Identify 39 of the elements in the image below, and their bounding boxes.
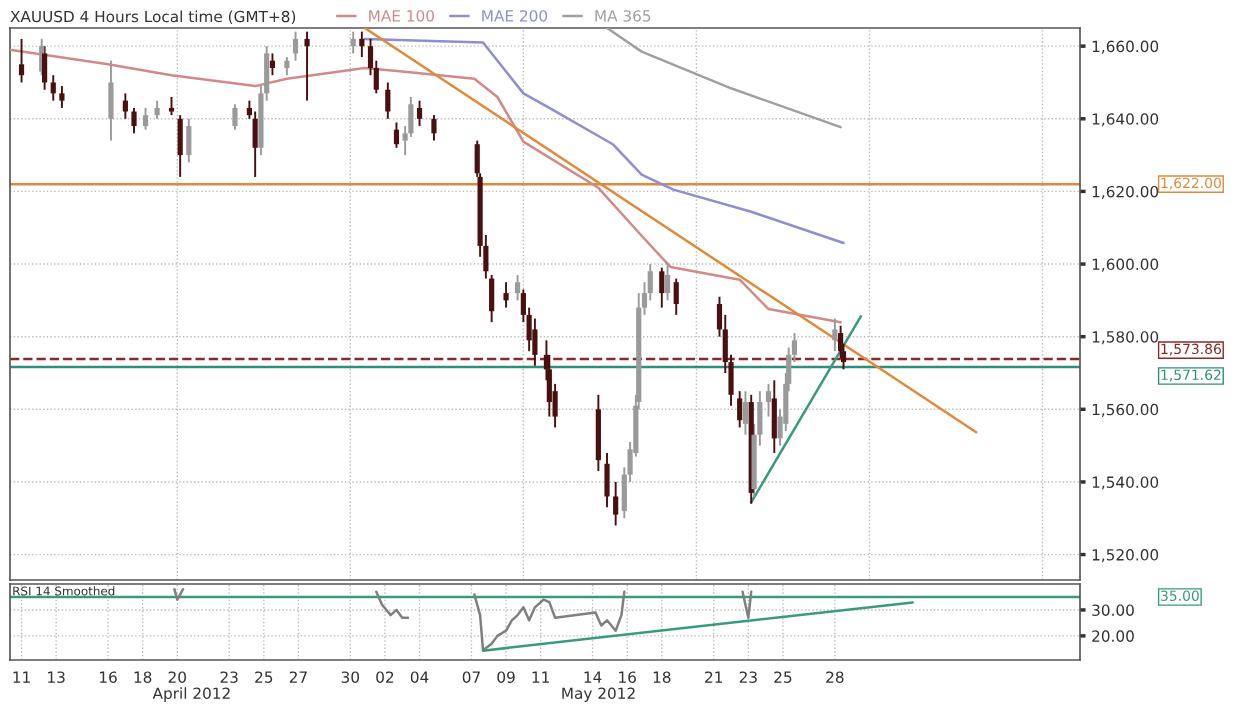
candlestick — [186, 117, 192, 164]
candlestick — [168, 96, 175, 117]
candlestick — [350, 30, 356, 55]
candlestick — [673, 277, 679, 316]
candlestick — [292, 30, 299, 62]
candlestick — [42, 45, 48, 91]
candlestick — [737, 390, 743, 429]
candlestick — [416, 99, 423, 128]
candlestick — [359, 30, 365, 59]
candlestick — [385, 81, 391, 120]
candlestick — [393, 121, 400, 149]
candlestick — [122, 92, 128, 120]
candlestick — [232, 103, 238, 131]
candlestick — [664, 263, 671, 302]
candlestick — [108, 59, 114, 142]
candlestick — [613, 480, 619, 527]
line-series — [605, 28, 842, 129]
line-series — [10, 48, 842, 324]
candlestick — [659, 266, 665, 309]
candlestick — [284, 56, 290, 77]
candlestick — [59, 85, 65, 109]
candlestick — [771, 379, 777, 454]
candlestick — [489, 273, 495, 324]
candlestick — [50, 74, 56, 102]
candlestick — [431, 114, 437, 142]
candlestick — [503, 281, 509, 309]
candlestick — [269, 52, 276, 77]
candlestick — [304, 30, 310, 102]
candlestick — [154, 99, 160, 120]
candlestick — [252, 110, 258, 178]
candlestick — [742, 390, 749, 436]
candlestick — [515, 273, 521, 302]
candlestick — [604, 451, 610, 509]
candlestick — [131, 106, 137, 135]
candlestick — [18, 37, 25, 84]
candlestick — [832, 317, 838, 353]
candlestick — [765, 382, 772, 418]
candlestick — [177, 114, 183, 178]
candlestick — [142, 106, 149, 131]
